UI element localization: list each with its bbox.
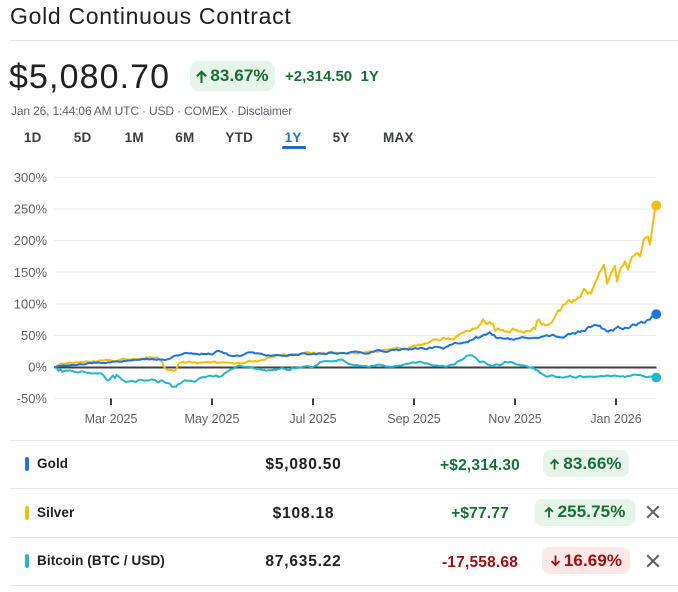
svg-text:May 2025: May 2025 [185,412,240,426]
svg-text:Nov 2025: Nov 2025 [488,412,542,426]
svg-text:Jan 2026: Jan 2026 [590,412,641,426]
svg-text:100%: 100% [14,296,48,311]
svg-text:Jul 2025: Jul 2025 [289,412,336,426]
svg-text:Mar 2025: Mar 2025 [85,412,138,426]
svg-text:250%: 250% [14,202,48,217]
svg-text:0%: 0% [28,360,47,375]
svg-text:150%: 150% [14,265,48,280]
svg-text:200%: 200% [14,233,48,248]
svg-text:Sep 2025: Sep 2025 [387,412,441,426]
svg-text:-50%: -50% [17,391,48,406]
svg-text:300%: 300% [14,170,48,185]
svg-text:50%: 50% [21,328,47,343]
